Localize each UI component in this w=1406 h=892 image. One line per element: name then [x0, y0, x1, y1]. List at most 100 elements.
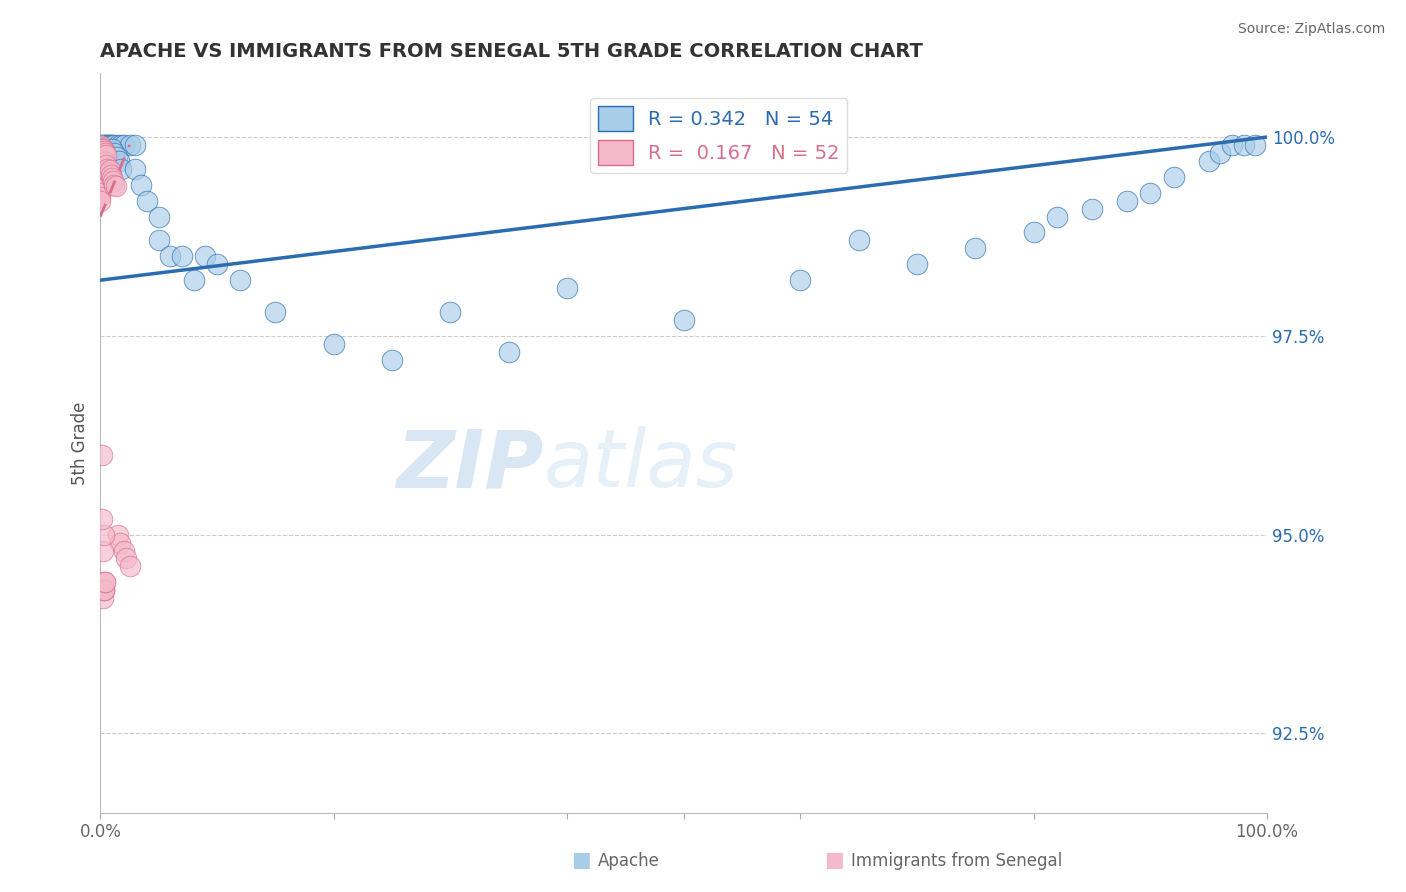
Point: [89, 138, 111, 153]
Point: [91, 543, 114, 558]
Point: [229, 273, 252, 287]
Point: [93, 527, 115, 541]
Point: [322, 336, 344, 351]
Point: [89, 194, 111, 208]
Point: [1220, 138, 1243, 153]
Point: [170, 249, 193, 263]
Point: [1209, 145, 1232, 160]
Point: [89, 174, 111, 188]
Point: [89, 161, 111, 176]
Point: [104, 179, 127, 194]
Point: [93, 145, 115, 159]
Point: [96, 138, 118, 153]
Point: [93, 153, 115, 168]
Point: [97, 166, 120, 180]
Point: [94, 155, 117, 169]
Point: [107, 527, 129, 541]
Point: [672, 313, 695, 327]
Legend: R = 0.342   N = 54, R =  0.167   N = 52: R = 0.342 N = 54, R = 0.167 N = 52: [589, 98, 848, 173]
Point: [1022, 226, 1045, 240]
Point: [91, 591, 114, 606]
Point: [100, 168, 122, 182]
Point: [89, 189, 111, 203]
Point: [93, 583, 115, 598]
Point: [112, 543, 135, 558]
Point: [124, 161, 146, 176]
Point: [93, 138, 115, 153]
Point: [90, 145, 112, 159]
Point: [96, 158, 118, 172]
Point: [183, 273, 205, 287]
Point: [89, 169, 111, 184]
Point: [205, 257, 228, 271]
Text: Source: ZipAtlas.com: Source: ZipAtlas.com: [1237, 22, 1385, 37]
Point: [90, 142, 112, 156]
Point: [118, 559, 141, 574]
Point: [103, 178, 125, 192]
Text: Immigrants from Senegal: Immigrants from Senegal: [851, 852, 1062, 870]
Point: [89, 153, 111, 168]
Point: [98, 138, 121, 153]
Point: [90, 448, 112, 462]
Point: [439, 305, 461, 319]
Point: [89, 158, 111, 172]
Point: [1139, 186, 1161, 200]
Point: [848, 234, 870, 248]
Point: [105, 150, 128, 164]
Text: ZIP: ZIP: [396, 426, 544, 504]
Point: [148, 234, 170, 248]
Point: [381, 352, 404, 367]
Point: [110, 161, 132, 176]
Point: [194, 249, 217, 263]
Point: [1046, 210, 1069, 224]
Point: [129, 178, 152, 192]
Point: [1116, 194, 1139, 208]
Point: [90, 138, 112, 153]
Point: [100, 138, 122, 153]
Point: [96, 138, 118, 153]
Point: [91, 142, 114, 156]
Point: [103, 138, 125, 153]
Point: [107, 138, 129, 153]
Text: APACHE VS IMMIGRANTS FROM SENEGAL 5TH GRADE CORRELATION CHART: APACHE VS IMMIGRANTS FROM SENEGAL 5TH GR…: [100, 42, 924, 61]
Point: [789, 273, 811, 287]
Point: [118, 138, 141, 153]
Point: [108, 153, 131, 168]
Point: [905, 257, 928, 271]
Text: Apache: Apache: [598, 852, 659, 870]
Point: [89, 142, 111, 156]
Point: [965, 241, 987, 255]
Point: [97, 138, 120, 153]
Text: ■: ■: [824, 850, 844, 870]
Point: [264, 305, 287, 319]
Point: [108, 535, 131, 549]
Point: [96, 161, 118, 176]
Point: [159, 249, 181, 263]
Text: atlas: atlas: [544, 426, 738, 504]
Point: [89, 186, 111, 200]
Point: [93, 583, 115, 598]
Point: [96, 147, 118, 161]
Point: [101, 138, 124, 153]
Point: [1198, 153, 1220, 168]
Point: [90, 512, 112, 526]
Point: [103, 174, 125, 188]
Point: [101, 142, 124, 156]
Point: [91, 147, 114, 161]
Point: [94, 138, 117, 153]
Point: [1244, 138, 1267, 153]
Point: [555, 281, 578, 295]
Y-axis label: 5th Grade: 5th Grade: [72, 401, 89, 485]
Point: [136, 194, 159, 208]
Point: [103, 145, 125, 160]
Point: [91, 575, 114, 590]
Point: [115, 551, 138, 566]
Point: [94, 575, 117, 590]
Point: [93, 583, 115, 598]
Point: [90, 150, 112, 164]
Point: [124, 138, 146, 153]
Point: [98, 163, 121, 178]
Point: [112, 138, 135, 153]
Point: [89, 147, 111, 161]
Point: [90, 147, 112, 161]
